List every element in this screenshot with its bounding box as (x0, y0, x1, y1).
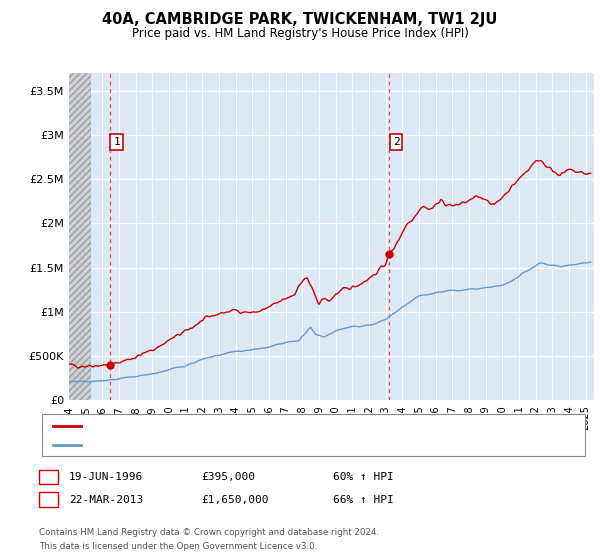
Text: 1: 1 (113, 137, 120, 147)
Text: 40A, CAMBRIDGE PARK, TWICKENHAM, TW1 2JU: 40A, CAMBRIDGE PARK, TWICKENHAM, TW1 2JU (103, 12, 497, 27)
Text: 66% ↑ HPI: 66% ↑ HPI (333, 494, 394, 505)
Text: 19-JUN-1996: 19-JUN-1996 (69, 472, 143, 482)
Text: 2: 2 (45, 494, 52, 505)
Text: £1,650,000: £1,650,000 (201, 494, 269, 505)
Text: HPI: Average price, detached house, Richmond upon Thames: HPI: Average price, detached house, Rich… (87, 441, 423, 450)
Bar (69, 73, 91, 400)
Text: 2: 2 (392, 137, 400, 147)
Text: Price paid vs. HM Land Registry's House Price Index (HPI): Price paid vs. HM Land Registry's House … (131, 27, 469, 40)
Text: This data is licensed under the Open Government Licence v3.0.: This data is licensed under the Open Gov… (39, 542, 317, 550)
Text: 1: 1 (45, 472, 52, 482)
Text: 40A, CAMBRIDGE PARK, TWICKENHAM, TW1 2JU (detached house): 40A, CAMBRIDGE PARK, TWICKENHAM, TW1 2JU… (87, 421, 429, 431)
Text: 22-MAR-2013: 22-MAR-2013 (69, 494, 143, 505)
Text: Contains HM Land Registry data © Crown copyright and database right 2024.: Contains HM Land Registry data © Crown c… (39, 528, 379, 536)
Text: £395,000: £395,000 (201, 472, 255, 482)
Text: 60% ↑ HPI: 60% ↑ HPI (333, 472, 394, 482)
